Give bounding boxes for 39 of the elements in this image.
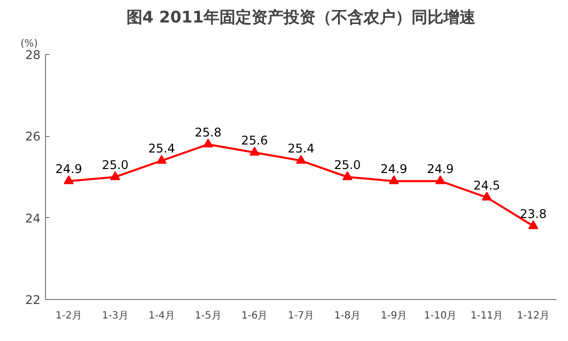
x-tick-label: 1-8月	[334, 310, 361, 322]
point	[250, 146, 260, 156]
data-label: 24.5	[473, 178, 500, 192]
data-label: 25.4	[148, 142, 175, 156]
data-label: 25.6	[241, 134, 268, 148]
point	[388, 175, 399, 184]
x-tick-label: 1-9月	[380, 310, 408, 322]
point	[528, 220, 538, 230]
data-label: 25.0	[334, 158, 361, 172]
data-label: 25.4	[288, 142, 314, 156]
point	[342, 171, 352, 180]
point	[482, 192, 492, 201]
data-label: 24.9	[427, 162, 454, 176]
x-tick-label: 1-4月	[148, 310, 175, 322]
point	[156, 154, 167, 164]
y-tick-label: 28	[25, 48, 41, 62]
chart-title: 图4 2011年固定资产投资（不含农户）同比增速	[126, 8, 477, 26]
x-tick-label: 1-5月	[194, 310, 222, 322]
x-tick-label: 1-6月	[241, 310, 268, 322]
y-tick-label: 22	[25, 293, 41, 307]
point	[203, 138, 214, 148]
y-axis-title: (%)	[20, 38, 38, 50]
x-tick-label: 1-12月	[516, 310, 550, 322]
point	[296, 154, 306, 164]
x-tick-label: 1-7月	[288, 310, 314, 322]
point	[110, 171, 120, 180]
data-label: 25.8	[194, 125, 222, 140]
data-label: 23.8	[520, 207, 547, 221]
x-tick-label: 1-10月	[424, 310, 457, 322]
y-tick-label: 24	[25, 211, 41, 226]
x-tick-label: 1-2月	[56, 310, 82, 322]
x-tick-label: 1-11月	[470, 310, 504, 322]
data-label: 24.9	[55, 162, 82, 176]
y-tick-label: 26	[25, 130, 41, 144]
point	[64, 175, 74, 184]
data-label: 25.0	[102, 158, 129, 172]
data-label: 24.9	[380, 162, 408, 176]
point	[435, 175, 446, 184]
x-tick-label: 1-3月	[102, 310, 128, 322]
